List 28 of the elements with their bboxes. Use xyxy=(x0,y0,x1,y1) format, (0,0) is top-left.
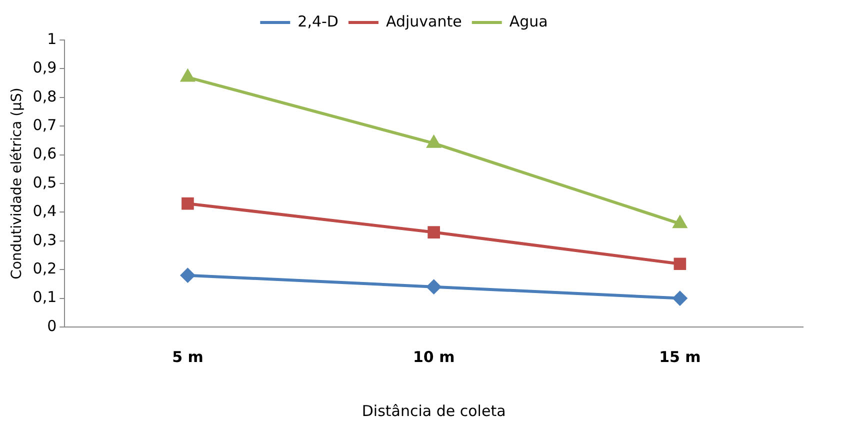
y-tick-label: 0,6 xyxy=(32,144,57,163)
point xyxy=(672,290,688,306)
y-tick-label: 0,2 xyxy=(32,259,57,278)
point xyxy=(180,268,196,283)
point xyxy=(428,226,440,238)
x-tick-label: 10 m xyxy=(412,348,455,366)
x-tick-label: 5 m xyxy=(172,348,204,366)
point xyxy=(672,215,688,228)
y-axis-title: Condutividade elétrica (µS) xyxy=(9,88,26,280)
point xyxy=(674,258,686,270)
y-tick-label: 0 xyxy=(47,316,57,335)
y-tick-label: 0,5 xyxy=(32,173,57,192)
y-tick-label: 0,9 xyxy=(32,58,57,77)
y-tick-label: 0,8 xyxy=(32,87,57,106)
point xyxy=(182,197,194,210)
point xyxy=(180,68,196,82)
x-tick-label: 15 m xyxy=(659,348,701,366)
point xyxy=(426,279,442,294)
y-tick-label: 0,3 xyxy=(32,230,57,249)
y-tick-label: 0,1 xyxy=(32,288,57,306)
y-tick-label: 0,4 xyxy=(32,202,57,220)
legend-label: 2,4-D xyxy=(298,12,338,30)
y-tick-label: 0,7 xyxy=(32,116,57,134)
legend-label: Agua xyxy=(509,12,548,30)
x-axis-title: Distância de coleta xyxy=(362,402,506,420)
legend-label: Adjuvante xyxy=(386,12,462,30)
point xyxy=(426,134,442,148)
y-tick-label: 1 xyxy=(47,30,57,48)
